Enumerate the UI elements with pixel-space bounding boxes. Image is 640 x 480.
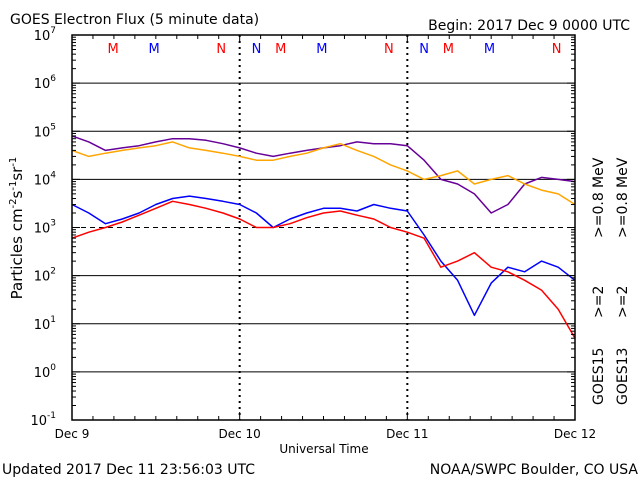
gridlines	[72, 82, 575, 373]
begin-time: Begin: 2017 Dec 9 0000 UTC	[428, 18, 630, 34]
chart-title: GOES Electron Flux (5 minute data)	[10, 12, 259, 28]
legend-mev-lower: MeV	[615, 157, 631, 188]
noon-marker: N	[552, 42, 562, 57]
y-tick-label: 104	[34, 170, 57, 188]
data-series	[71, 135, 576, 339]
y-tick-label: 106	[34, 74, 57, 92]
legend-goes15-2mev: >=2	[591, 286, 607, 318]
y-tick-label: 107	[34, 26, 56, 44]
noon-marker: N	[252, 42, 262, 57]
x-tick-label: Dec 11	[386, 427, 428, 441]
series-line-1	[71, 141, 576, 206]
series-line-3	[71, 200, 576, 339]
noon-marker: M	[484, 42, 495, 57]
x-tick-label: Dec 10	[219, 427, 261, 441]
noon-marker: M	[316, 42, 327, 57]
noon-marker: N	[384, 42, 394, 57]
y-axis-label: Particles cm-2s-1sr-1	[8, 157, 26, 300]
updated-time: Updated 2017 Dec 11 23:56:03 UTC	[2, 462, 255, 478]
legend-goes15-08mev: >=0.8	[591, 192, 607, 238]
credit: NOAA/SWPC Boulder, CO USA	[430, 462, 639, 478]
noon-marker: M	[275, 42, 286, 57]
legend-goes13-08mev: >=0.8	[615, 192, 631, 238]
y-label-exp1: -2	[8, 198, 19, 208]
y-tick-label: 103	[34, 219, 56, 237]
legend-mev-upper: MeV	[591, 157, 607, 188]
y-label-exp3: -1	[8, 157, 19, 167]
x-tick-label: Dec 12	[554, 427, 596, 441]
y-axis-ticks: 10-1 100 101 102 103 104 105 106 107	[30, 26, 575, 429]
y-tick-label: 101	[34, 315, 56, 333]
legend-goes15: GOES15	[591, 348, 607, 405]
y-tick-label: 100	[34, 363, 57, 381]
y-tick-label: 102	[34, 267, 56, 285]
noon-marker: M	[443, 42, 454, 57]
x-axis-label: Universal Time	[279, 442, 368, 456]
y-label-base: Particles cm	[8, 208, 26, 299]
noon-marker: M	[107, 42, 118, 57]
y-tick-label: 105	[34, 122, 56, 140]
series-line-2	[71, 195, 576, 317]
legend-goes13: GOES13	[615, 348, 631, 405]
y-label-sr: sr	[8, 166, 26, 181]
x-axis-ticks: Dec 9 Dec 10 Dec 11 Dec 12	[55, 35, 596, 441]
legend-goes13-2mev: >=2	[615, 286, 631, 318]
noon-marker: N	[216, 42, 226, 57]
y-tick-label: 10-1	[30, 411, 56, 429]
y-label-s: s	[8, 190, 26, 198]
noon-marker: M	[149, 42, 160, 57]
legend: >=2 >=2 >=0.8 >=0.8 MeV MeV GOES15 GOES1…	[591, 157, 631, 405]
x-tick-label: Dec 9	[55, 427, 90, 441]
noon-ticks	[238, 35, 409, 420]
y-label-exp2: -1	[8, 181, 19, 191]
noon-marker: N	[419, 42, 429, 57]
